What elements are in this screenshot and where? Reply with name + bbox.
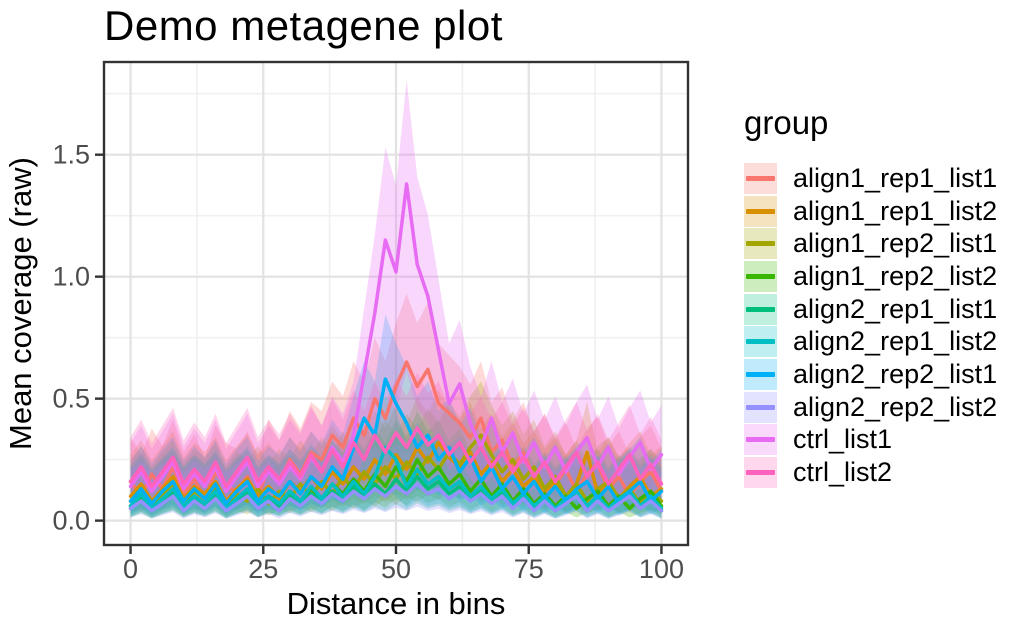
line-ctrl_list2 <box>128 426 664 489</box>
legend-key-swatch <box>744 293 777 325</box>
legend-key-line <box>746 241 775 247</box>
legend-entry-align2_rep2_list1: align2_rep2_list1 <box>744 358 997 391</box>
y-tick-label: 1.5 <box>52 140 90 170</box>
y-tick-label: 0.5 <box>52 384 90 414</box>
legend-key-line <box>746 339 775 345</box>
legend-entry-align1_rep2_list1: align1_rep2_list1 <box>744 227 997 260</box>
x-tick-label: 100 <box>639 554 684 584</box>
legend-entries: align1_rep1_list1 align1_rep1_list2 align1… <box>744 162 997 489</box>
y-axis-title: Mean coverage (raw) <box>3 157 38 450</box>
legend-key-line <box>746 208 775 214</box>
line-align2_rep2_list1 <box>128 377 664 506</box>
legend-key-swatch <box>744 457 777 489</box>
x-tick-label: 0 <box>123 554 138 584</box>
legend-key-swatch <box>744 228 777 260</box>
legend-entry-align1_rep1_list1: align1_rep1_list1 <box>744 162 997 195</box>
legend-key-line <box>746 175 775 181</box>
legend-label: align1_rep1_list2 <box>793 195 998 226</box>
legend-entry-ctrl_list2: ctrl_list2 <box>744 456 997 489</box>
legend-label: align1_rep1_list1 <box>793 162 998 193</box>
legend-key-swatch <box>744 391 777 423</box>
legend-key-swatch <box>744 162 777 194</box>
legend-entry-ctrl_list1: ctrl_list1 <box>744 424 997 457</box>
legend-title: group <box>744 104 829 141</box>
data-layer <box>128 80 664 519</box>
legend-entry-align1_rep1_list2: align1_rep1_list2 <box>744 195 997 228</box>
legend-key-line <box>746 273 775 279</box>
x-tick-label: 75 <box>514 554 544 584</box>
legend-label: ctrl_list1 <box>793 424 893 455</box>
panel-border <box>102 60 690 547</box>
legend-entry-align1_rep2_list2: align1_rep2_list2 <box>744 260 997 293</box>
y-tick-label: 0.0 <box>52 506 90 536</box>
x-tick-label: 50 <box>381 554 411 584</box>
legend-key-line <box>746 371 775 377</box>
legend-key-line <box>746 437 775 443</box>
legend-key-line <box>746 404 775 410</box>
x-axis-title: Distance in bins <box>286 586 506 621</box>
legend-key-line <box>746 470 775 476</box>
line-align2_rep2_list2 <box>128 482 664 513</box>
legend-key-swatch <box>744 195 777 227</box>
ribbon-ctrl_list1 <box>130 80 662 510</box>
legend-key-swatch <box>744 326 777 358</box>
legend-label: ctrl_list2 <box>793 457 893 488</box>
legend-label: align2_rep2_list1 <box>793 358 998 389</box>
legend-label: align1_rep2_list1 <box>793 228 998 259</box>
legend-label: align2_rep2_list2 <box>793 391 998 422</box>
legend-key-line <box>746 306 775 312</box>
legend-key-swatch <box>744 358 777 390</box>
legend-label: align2_rep1_list2 <box>793 326 998 357</box>
legend: group align1_rep1_list1 align1_rep1_list2… <box>744 104 997 489</box>
legend-label: align1_rep2_list2 <box>793 260 998 291</box>
legend-entry-align2_rep1_list1: align2_rep1_list1 <box>744 293 997 326</box>
y-tick-label: 1.0 <box>52 262 90 292</box>
x-tick-label: 25 <box>248 554 278 584</box>
plot-title: Demo metagene plot <box>104 2 503 49</box>
legend-entry-align2_rep2_list2: align2_rep2_list2 <box>744 391 997 424</box>
legend-entry-align2_rep1_list2: align2_rep1_list2 <box>744 325 997 358</box>
legend-key-swatch <box>744 260 777 292</box>
legend-key-swatch <box>744 424 777 456</box>
legend-label: align2_rep1_list1 <box>793 293 998 324</box>
